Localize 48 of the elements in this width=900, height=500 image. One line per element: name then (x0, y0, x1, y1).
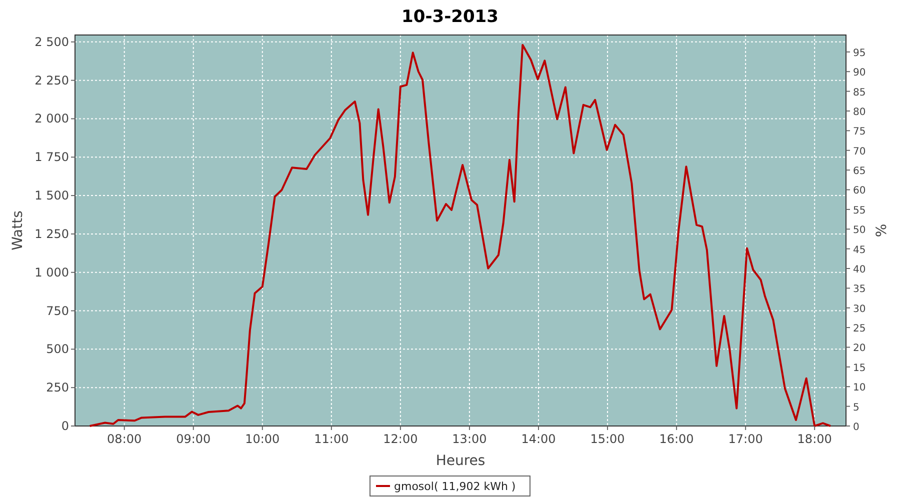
y2-tick-label: 85 (853, 87, 866, 98)
y2-tick-label: 10 (853, 382, 866, 394)
y2-tick-label: 55 (853, 205, 866, 216)
y2-tick-label: 80 (853, 106, 866, 118)
y-tick-label: 250 (46, 380, 69, 395)
y2-tick-label: 75 (853, 126, 866, 138)
y-tick-label: 0 (61, 419, 69, 433)
y-tick-label: 1 000 (34, 265, 69, 280)
y2-tick-label: 30 (853, 304, 866, 315)
x-tick-label: 08:00 (107, 432, 142, 446)
x-tick-label: 09:00 (176, 432, 211, 446)
line-series (88, 44, 832, 427)
x-tick-label: 14:00 (521, 432, 556, 446)
y2-axis-title: % (874, 224, 890, 238)
y-tick-label: 2 500 (34, 34, 69, 49)
y2-tick-label: 70 (853, 146, 866, 158)
x-tick-label: 17:00 (728, 432, 763, 446)
y-tick-label: 1 500 (34, 188, 69, 203)
chart-title: 10-3-2013 (402, 7, 498, 27)
y-tick-label: 500 (46, 342, 69, 356)
y2-tick-label: 5 (853, 402, 860, 414)
y-tick-label: 2 000 (34, 112, 69, 126)
y2-tick-label: 15 (853, 362, 866, 374)
legend-label: gmosol( 11,902 kWh ) (394, 480, 516, 493)
y2-tick-label: 60 (853, 186, 866, 197)
x-axis-title: Heures (436, 453, 486, 469)
x-tick-label: 11:00 (314, 432, 349, 446)
x-tick-label: 18:00 (797, 432, 832, 446)
y2-tick-label: 35 (853, 284, 866, 296)
y2-tick-label: 45 (853, 244, 866, 256)
y2-tick-label: 50 (853, 225, 866, 236)
y2-tick-label: 0 (853, 422, 860, 433)
y-tick-label: 750 (46, 304, 69, 318)
x-tick-label: 16:00 (659, 432, 694, 446)
x-tick-label: 10:00 (245, 432, 280, 446)
y2-tick-label: 40 (853, 264, 866, 276)
y-tick-label: 2 250 (34, 73, 69, 88)
y-axis-title: Watts (10, 210, 26, 250)
y2-tick-label: 95 (853, 48, 866, 59)
y2-tick-label: 20 (853, 343, 866, 354)
x-tick-label: 15:00 (590, 432, 625, 446)
y-tick-label: 1 250 (34, 226, 69, 241)
y2-tick-label: 25 (853, 324, 866, 335)
y2-tick-label: 65 (853, 166, 866, 178)
y2-tick-label: 90 (853, 68, 866, 79)
y-tick-label: 1 750 (34, 150, 69, 164)
x-tick-label: 12:00 (383, 432, 418, 446)
x-tick-label: 13:00 (452, 432, 487, 446)
